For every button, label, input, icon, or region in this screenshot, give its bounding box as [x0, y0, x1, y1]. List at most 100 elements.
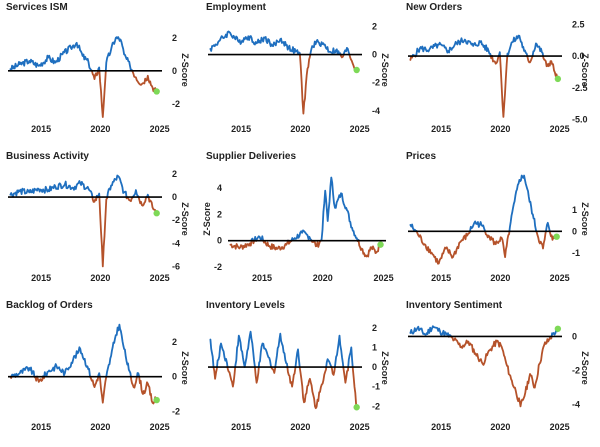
y-axis-title: Z-Score: [180, 351, 190, 385]
x-tick-label: 2020: [490, 124, 510, 134]
negative-series-line: [526, 55, 534, 64]
x-tick-label: 2020: [290, 124, 310, 134]
negative-series-line: [357, 239, 381, 258]
chart-panel: Employment -4 -2 0 2 2015 2020 2025 Z-Score: [200, 0, 400, 149]
y-tick-label: -6: [172, 261, 180, 271]
chart-panel: New Orders -5.0 -2.5 0.0 2.5 2015 2020 2025 Z-Sc…: [400, 0, 600, 149]
x-tick-label: 2020: [490, 273, 510, 283]
y-tick-label: 2.5: [572, 19, 585, 29]
latest-value-marker: [377, 241, 384, 248]
positive-series-line: [104, 36, 134, 72]
negative-series-line: [450, 335, 553, 408]
chart-panel: Services ISM -2 0 2 2015 2020 2025 Z-Score: [0, 0, 200, 149]
chart-svg: -2 0 2 4 2015 2020 2025 Z-Score: [202, 176, 394, 283]
chart-title: Employment: [206, 2, 267, 13]
x-tick-label: 2025: [150, 273, 170, 283]
chart-svg: -6 -4 -2 0 2 2015 2020 2025 Z-Score: [8, 169, 190, 283]
y-tick-label: 0: [217, 236, 222, 246]
positive-series-line: [409, 223, 418, 233]
latest-value-marker: [353, 66, 360, 74]
negative-series-line: [348, 53, 357, 70]
y-tick-label: 2: [217, 209, 222, 219]
y-tick-label: -2: [214, 262, 222, 272]
y-tick-label: -2: [372, 401, 380, 411]
y-tick-label: -4: [572, 400, 580, 410]
y-axis-title: Z-Score: [180, 53, 190, 87]
y-axis-title: Z-Score: [380, 53, 390, 87]
x-tick-label: 2015: [231, 422, 251, 432]
x-tick-label: 2025: [150, 124, 170, 134]
x-tick-label: 2015: [431, 273, 451, 283]
positive-series-line: [274, 332, 289, 368]
positive-series-line: [132, 189, 140, 198]
positive-series-line: [409, 325, 450, 338]
y-tick-label: 1: [372, 342, 377, 352]
positive-series-line: [14, 366, 36, 378]
y-axis-title: Z-Score: [180, 202, 190, 236]
x-tick-label: 2020: [490, 422, 510, 432]
y-tick-label: 1: [572, 205, 577, 215]
negative-series-line: [98, 196, 109, 268]
latest-value-marker: [553, 233, 560, 240]
latest-value-marker: [153, 210, 160, 217]
x-tick-label: 2025: [150, 422, 170, 432]
positive-series-line: [506, 34, 529, 57]
negative-series-line: [98, 375, 108, 404]
positive-series-line: [334, 334, 345, 368]
positive-series-line: [253, 236, 257, 242]
chart-svg: -1 0 1 2015 2020 2025 Z-Score: [408, 174, 590, 283]
x-tick-label: 2020: [90, 124, 110, 134]
y-tick-label: 0: [172, 372, 177, 382]
y-tick-label: 4: [217, 183, 222, 193]
positive-series-line: [545, 221, 551, 233]
positive-series-line: [105, 323, 132, 378]
y-axis-title: Z-Score: [202, 202, 212, 236]
x-tick-label: 2015: [31, 124, 51, 134]
y-tick-label: -2: [172, 406, 180, 416]
positive-series-line: [325, 358, 333, 368]
positive-series-line: [97, 66, 101, 72]
positive-series-line: [414, 37, 492, 57]
x-tick-label: 2025: [550, 273, 570, 283]
chart-svg: -2 0 2 2015 2020 2025 Z-Score: [8, 323, 190, 432]
y-tick-label: 2: [172, 169, 177, 179]
positive-series-line: [216, 342, 229, 368]
negative-series-line: [535, 230, 547, 250]
chart-panel: Supplier Deliveries -2 0 2 4 2015 2020 2025 Z-Sc…: [200, 149, 400, 298]
latest-value-marker: [554, 75, 562, 83]
x-tick-label: 2015: [31, 422, 51, 432]
negative-series-line: [91, 196, 98, 203]
latest-value-marker: [153, 396, 160, 404]
x-tick-label: 2025: [550, 422, 570, 432]
y-tick-label: 2: [172, 337, 177, 347]
y-tick-label: 0: [172, 192, 177, 202]
x-tick-label: 2020: [90, 273, 110, 283]
chart-title: Services ISM: [6, 2, 68, 13]
y-tick-label: 2: [372, 21, 377, 31]
negative-series-line: [351, 366, 357, 406]
negative-series-line: [252, 239, 256, 245]
y-axis-title: Z-Score: [580, 202, 590, 236]
positive-series-line: [309, 39, 342, 56]
positive-series-line: [531, 42, 544, 57]
chart-panel: Prices -1 0 1 2015 2020 2025 Z-Score: [400, 149, 600, 298]
y-axis-title: Z-Score: [380, 351, 390, 385]
negative-series-line: [342, 366, 350, 384]
x-tick-label: 2020: [90, 422, 110, 432]
positive-series-line: [347, 346, 354, 368]
positive-series-line: [320, 176, 359, 242]
negative-series-line: [298, 366, 328, 410]
x-tick-label: 2015: [431, 422, 451, 432]
negative-series-line: [226, 366, 237, 388]
positive-series-line: [209, 30, 301, 56]
chart-svg: -4 -2 0 2015 2020 2025 Z-Score: [408, 325, 590, 432]
negative-series-line: [130, 375, 138, 389]
latest-value-marker: [353, 404, 360, 411]
negative-series-line: [254, 366, 260, 384]
negative-series-line: [330, 366, 336, 376]
chart-svg: -4 -2 0 2 2015 2020 2025 Z-Score: [208, 21, 390, 134]
y-tick-label: -2.5: [572, 83, 588, 93]
positive-series-line: [234, 330, 256, 368]
negative-series-line: [36, 375, 44, 383]
negative-series-line: [484, 230, 511, 258]
